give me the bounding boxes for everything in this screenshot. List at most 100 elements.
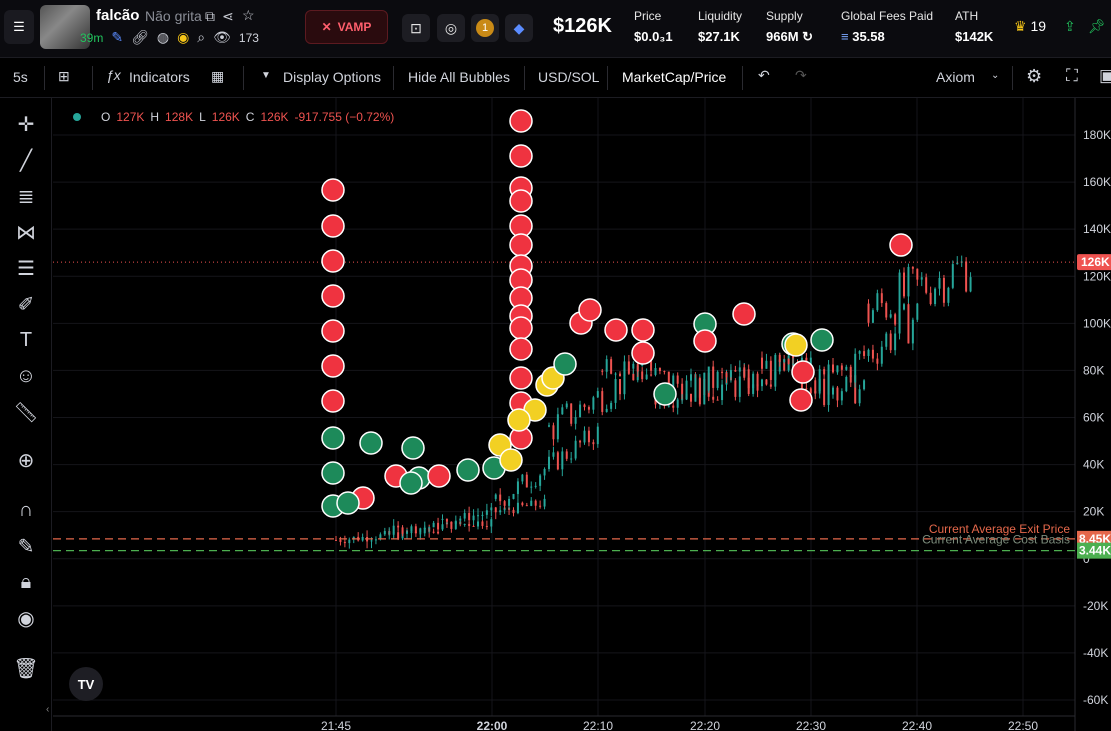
stat-label: Liquidity <box>698 9 743 23</box>
crosshair-icon[interactable]: ✛ <box>17 113 35 136</box>
provider-select[interactable]: Axiom <box>936 69 975 85</box>
current-price-label: 126K <box>1081 255 1110 269</box>
trade-bubble <box>604 318 628 342</box>
candle-body <box>734 380 737 397</box>
candle-body <box>601 370 604 372</box>
lock-drawing-icon[interactable]: ✎ <box>17 535 35 558</box>
stat-supply: Supply 966M ↻ <box>766 9 813 45</box>
search-icon[interactable]: ⌕ <box>197 29 206 45</box>
brush-icon[interactable]: ✐ <box>17 293 35 316</box>
chevron-down-icon[interactable]: ⌄ <box>991 70 1000 81</box>
stat-fees: Global Fees Paid ≡ 35.58 <box>841 9 933 44</box>
candle-body <box>858 389 861 404</box>
share-up-icon[interactable]: ⇪ <box>1064 18 1076 34</box>
candle-body <box>863 351 866 356</box>
avg-exit-label: Current Average Exit Price <box>929 522 1071 536</box>
ruler-icon[interactable]: 📏︎ <box>13 401 39 424</box>
chart-canvas[interactable]: 180K 160K 140K 120K 100K 80K 60K 40K 20K 0 -20K -40… <box>53 98 1111 731</box>
horizontal-lines-icon[interactable]: ≣ <box>17 185 35 208</box>
candle-body <box>903 272 905 297</box>
candle-body <box>503 501 506 506</box>
share-icon[interactable]: ⋖ <box>222 8 234 24</box>
candle-body <box>712 396 715 400</box>
indicators-button[interactable]: Indicators <box>129 69 190 85</box>
pump-icon[interactable]: ◉ <box>177 29 190 45</box>
magnet-icon[interactable]: ∩ <box>18 498 34 521</box>
candle-body <box>530 486 533 488</box>
interval-selector[interactable]: 5s <box>13 69 28 85</box>
pattern-icon[interactable]: ⋈ <box>16 221 36 244</box>
camera-icon[interactable]: ▣ <box>1099 66 1111 85</box>
rank-button[interactable]: 1 <box>471 14 499 42</box>
fx-icon[interactable]: ƒx <box>106 67 121 83</box>
candle-body <box>477 515 479 517</box>
fullscreen-icon[interactable]: ⛶ <box>1066 66 1078 85</box>
vamp-button[interactable]: ✕ VAMP <box>305 10 388 44</box>
star-icon[interactable]: ☆ <box>242 7 255 23</box>
collapse-icon[interactable]: ‹ <box>46 704 50 715</box>
candle-body <box>880 293 883 304</box>
visibility-icon[interactable]: ◉ <box>17 607 35 630</box>
candle-body <box>889 333 892 351</box>
current-price-tag <box>1077 254 1111 271</box>
holders-count[interactable]: ♛ 19 <box>1014 18 1046 35</box>
candle-body <box>374 539 377 541</box>
candle-body <box>703 372 706 405</box>
vamp-label: VAMP <box>337 20 372 34</box>
candle-body <box>525 505 528 507</box>
globe-icon[interactable]: ◍ <box>156 29 170 45</box>
candle-body <box>552 425 555 440</box>
candle-body <box>401 527 404 534</box>
trade-bubble <box>889 233 913 257</box>
hide-bubbles-button[interactable]: Hide All Bubbles <box>408 69 510 85</box>
candle-body <box>485 510 488 515</box>
layout-icon[interactable]: ▦ <box>211 68 225 84</box>
mode-toggle[interactable]: MarketCap/Price <box>622 69 727 85</box>
display-options-button[interactable]: Display Options <box>283 69 382 85</box>
copy-icon[interactable]: ⧉ <box>205 8 215 24</box>
link-icon[interactable]: 🔗︎ <box>131 29 149 45</box>
candle-body <box>729 370 732 378</box>
candles-icon[interactable]: ⊞ <box>58 68 70 84</box>
bot-button[interactable]: ⊡ <box>402 14 430 42</box>
ohlc-l-label: L <box>199 110 206 124</box>
candle-body <box>650 374 653 376</box>
text-icon[interactable]: T <box>19 328 33 351</box>
currency-toggle[interactable]: USD/SOL <box>538 69 600 85</box>
y-tick-label: -40K <box>1083 646 1108 660</box>
candle-body <box>827 364 830 405</box>
settings-icon[interactable]: ⚙ <box>1026 66 1043 86</box>
menu-button[interactable]: ☰ <box>4 10 34 44</box>
candle-body <box>756 373 759 391</box>
candle-body <box>583 404 586 408</box>
trade-bubble <box>456 458 480 482</box>
refresh-icon[interactable]: ↻ <box>802 29 814 44</box>
rank-badge: 1 <box>476 19 494 37</box>
candle-body <box>698 377 701 405</box>
lock-icon[interactable]: 🔒︎ <box>20 570 32 593</box>
emoji-icon[interactable]: ☺ <box>15 364 37 387</box>
caret-down-icon[interactable]: ▼ <box>261 70 271 81</box>
trash-icon[interactable]: 🗑︎ <box>13 657 39 680</box>
market-cap: $126K <box>553 15 612 37</box>
zoom-icon[interactable]: ⊕ <box>17 449 35 472</box>
candle-body <box>871 349 874 359</box>
price-chart[interactable]: 180K 160K 140K 120K 100K 80K 60K 40K 20K 0 -20K -40… <box>53 98 1111 731</box>
candle-body <box>459 518 462 521</box>
candle-body <box>969 277 972 292</box>
target-button[interactable]: ◎ <box>437 14 465 42</box>
candle-body <box>907 266 910 297</box>
fib-icon[interactable]: ☰ <box>17 257 35 280</box>
candle-body <box>548 456 550 469</box>
pin-icon[interactable]: 📌︎ <box>1088 18 1106 34</box>
feather-icon[interactable]: ✎ <box>111 29 124 45</box>
undo-icon[interactable]: ↶ <box>758 67 770 83</box>
trade-bubble <box>693 329 717 353</box>
token-avatar[interactable] <box>40 5 90 49</box>
trade-bubble <box>553 352 577 376</box>
redo-icon[interactable]: ↷ <box>795 67 807 83</box>
tradingview-logo[interactable]: TV <box>69 667 103 701</box>
candle-body <box>494 494 497 499</box>
trendline-icon[interactable]: ╱ <box>19 149 33 172</box>
eth-button[interactable]: ◆ <box>505 14 533 42</box>
